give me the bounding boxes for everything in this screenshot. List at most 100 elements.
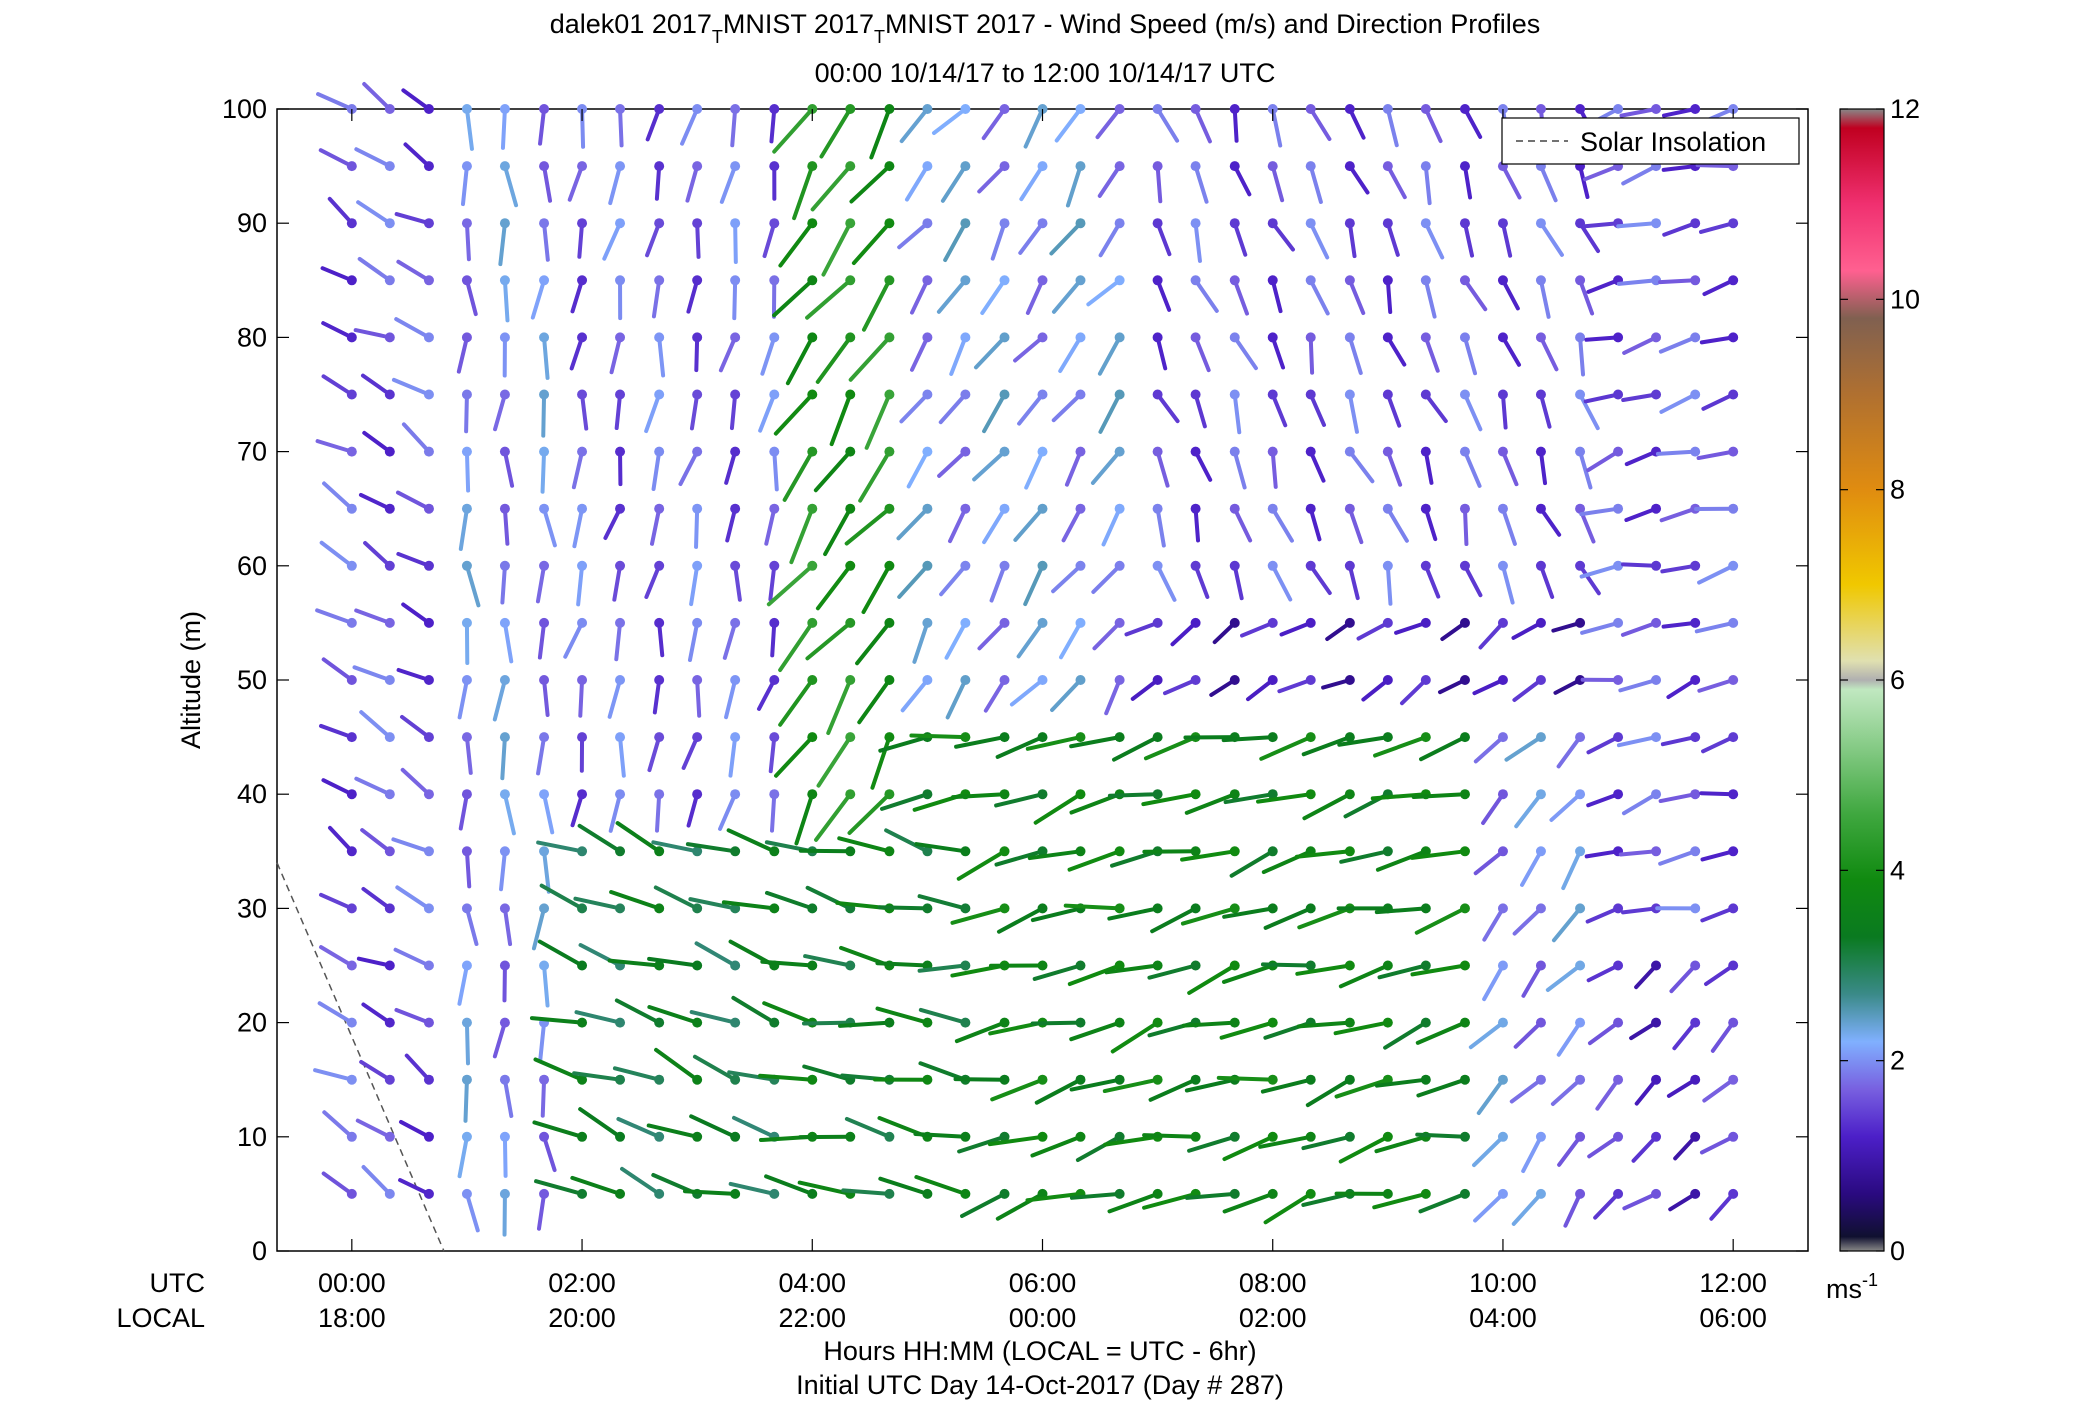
wind-barb-dot — [999, 1131, 1010, 1142]
wind-barb-dot — [692, 1017, 703, 1028]
wind-barb-dot — [346, 446, 357, 457]
wind-barb-shaft — [936, 278, 968, 314]
x-tick-label-local: 02:00 — [1239, 1303, 1307, 1333]
wind-barb-dot — [692, 960, 703, 971]
wind-barb-dot — [499, 1017, 510, 1028]
wind-barb-shaft — [917, 963, 968, 973]
wind-barb-shaft — [1472, 678, 1505, 696]
wind-barb-dot — [1190, 104, 1201, 114]
wind-barb-shaft — [1513, 1020, 1543, 1049]
wind-barb-shaft — [1701, 735, 1736, 754]
wind-barb-dot — [1459, 1131, 1470, 1142]
wind-barb-shaft — [319, 723, 354, 740]
wind-barb-dot — [499, 732, 510, 743]
wind-barb-dot — [1459, 846, 1470, 857]
wind-barb-dot — [1190, 789, 1201, 800]
wind-barb-shaft — [990, 1077, 1045, 1102]
wind-barb-dot — [1651, 104, 1662, 114]
title-sub-2: T — [874, 27, 885, 47]
wind-barb-dot — [769, 846, 780, 857]
x-tick-label-local: 00:00 — [1009, 1303, 1077, 1333]
x-axis: 00:00 18:00 02:00 20:00 04:00 22:00 06:00 00:00… — [318, 109, 1767, 1333]
wind-barb-shaft — [1622, 335, 1659, 355]
x-tick-label-local: 22:00 — [778, 1303, 846, 1333]
wind-barb-dot — [692, 560, 703, 571]
wind-barb-dot — [730, 446, 741, 457]
wind-barb-dot — [1190, 446, 1201, 457]
wind-barb-shaft — [1193, 335, 1211, 373]
wind-barb-dot — [461, 675, 472, 685]
wind-barb-dot — [1114, 846, 1125, 857]
wind-barb-dot — [1651, 732, 1662, 743]
wind-barb-dot — [730, 1131, 741, 1142]
wind-barb-dot — [692, 617, 703, 628]
wind-barb-dot — [1382, 960, 1393, 971]
wind-barb-shaft — [1423, 335, 1440, 373]
wind-barb-dot — [1728, 846, 1739, 857]
wind-barb-dot — [1382, 275, 1393, 286]
wind-barb-shaft — [401, 422, 431, 454]
wind-barb-dot — [499, 1074, 510, 1085]
wind-barb-shaft — [731, 995, 777, 1025]
wind-barb-dot — [692, 675, 703, 685]
wind-barb-dot — [1267, 1188, 1278, 1199]
wind-barb-shaft — [943, 221, 968, 263]
wind-barb-dot — [1535, 104, 1546, 114]
wind-barb-shaft — [861, 563, 892, 615]
wind-barb-shaft — [1634, 1077, 1659, 1106]
wind-barb-shaft — [1556, 735, 1583, 769]
wind-barb-dot — [960, 560, 971, 571]
wind-barb-shaft — [1563, 1191, 1583, 1228]
wind-barb-dot — [654, 389, 665, 400]
wind-barb-shaft — [950, 906, 1007, 925]
wind-barb-dot — [1651, 332, 1662, 343]
wind-barb-dot — [654, 1131, 665, 1142]
wind-barb-dot — [1497, 560, 1508, 571]
wind-barb-dot — [346, 503, 357, 514]
wind-barb-shaft — [864, 392, 892, 450]
wind-barb-dot — [654, 675, 665, 685]
wind-barb-shaft — [940, 164, 968, 203]
wind-barb-dot — [499, 560, 510, 571]
wind-barb-shaft — [1339, 849, 1390, 864]
wind-barb-shaft — [315, 608, 354, 625]
wind-barb-dot — [1075, 446, 1086, 457]
wind-barb-dot — [384, 1017, 395, 1028]
wind-barb-dot — [1690, 1131, 1701, 1142]
wind-barb-dot — [1229, 1017, 1240, 1028]
wind-barb-shaft — [404, 1053, 431, 1082]
wind-barb-shaft — [572, 506, 585, 549]
wind-barb-shaft — [1308, 335, 1315, 375]
wind-barb-shaft — [352, 665, 392, 682]
wind-barb-dot — [999, 1017, 1010, 1028]
wind-barb-dot — [730, 1188, 741, 1199]
wind-barb-dot — [692, 1131, 703, 1142]
wind-barb-shaft — [1385, 278, 1393, 315]
wind-barb-dot — [577, 389, 588, 400]
wind-barb-shaft — [1187, 1134, 1237, 1153]
wind-barb-shaft — [650, 506, 662, 546]
y-tick-label: 80 — [237, 322, 267, 352]
wind-barb-shaft — [1232, 392, 1242, 435]
wind-barb-dot — [654, 789, 665, 800]
wind-barb-shaft — [1308, 392, 1326, 427]
wind-barb-shaft — [1394, 620, 1428, 635]
wind-barb-shaft — [996, 906, 1045, 934]
wind-barb-shaft — [678, 449, 700, 487]
wind-barb-dot — [1305, 732, 1316, 743]
wind-barb-dot — [999, 903, 1010, 914]
wind-barb-shaft — [1308, 506, 1322, 542]
wind-barb-dot — [1344, 960, 1355, 971]
wind-barb-shaft — [1270, 278, 1283, 314]
wind-barb-dot — [1690, 675, 1701, 685]
wind-barb-dot — [539, 903, 550, 914]
wind-barb-shaft — [760, 335, 777, 376]
wind-barb-shaft — [1013, 335, 1045, 363]
wind-barb-dot — [1267, 732, 1278, 743]
wind-barb-dot — [1152, 675, 1163, 685]
wind-barb-shaft — [1069, 1077, 1122, 1092]
wind-barb-shaft — [1049, 221, 1083, 256]
wind-barb-shaft — [1538, 335, 1559, 372]
wind-barb-shaft — [1155, 278, 1172, 312]
wind-barb-dot — [692, 732, 703, 743]
